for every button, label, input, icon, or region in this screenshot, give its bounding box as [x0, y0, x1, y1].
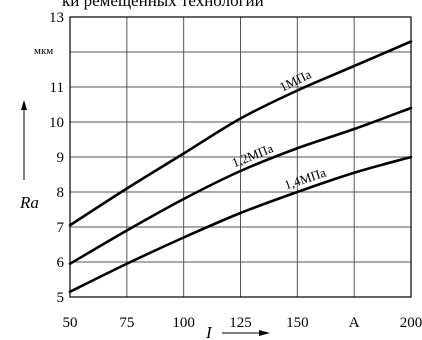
y-tick-label: 8: [57, 185, 65, 201]
y-tick-label: 5: [57, 290, 65, 306]
y-tick-label: 9: [57, 150, 65, 166]
y-tick-label: 6: [57, 255, 65, 271]
series-line: [68, 40, 413, 227]
tick-labels: 50 75 100 125 150 A 200 5 6 7 8 9 10 11 13: [49, 10, 422, 331]
grid: [70, 17, 411, 297]
y-tick-label: 13: [49, 10, 64, 26]
x-tick-label: 150: [286, 315, 309, 331]
x-tick-label: 100: [172, 315, 195, 331]
y-axis-arrowhead: [21, 100, 27, 110]
series-line: [68, 155, 413, 294]
x-tick-label: 50: [63, 315, 78, 331]
y-axis-label: Ra: [19, 193, 39, 212]
y-tick-label: 7: [57, 220, 65, 236]
x-axis-label: I: [205, 323, 213, 340]
x-tick-label: A: [349, 315, 360, 331]
x-tick-label: 200: [400, 315, 422, 331]
series-line: [68, 106, 413, 266]
x-tick-label: 75: [119, 315, 134, 331]
chart-title: ки ремещенных технологии: [62, 0, 264, 10]
x-tick-label: 125: [229, 315, 252, 331]
y-tick-label: 10: [49, 115, 64, 131]
x-axis-arrowhead: [259, 330, 270, 336]
y-unit-label: мкм: [34, 45, 53, 57]
y-tick-label: 11: [50, 80, 64, 96]
